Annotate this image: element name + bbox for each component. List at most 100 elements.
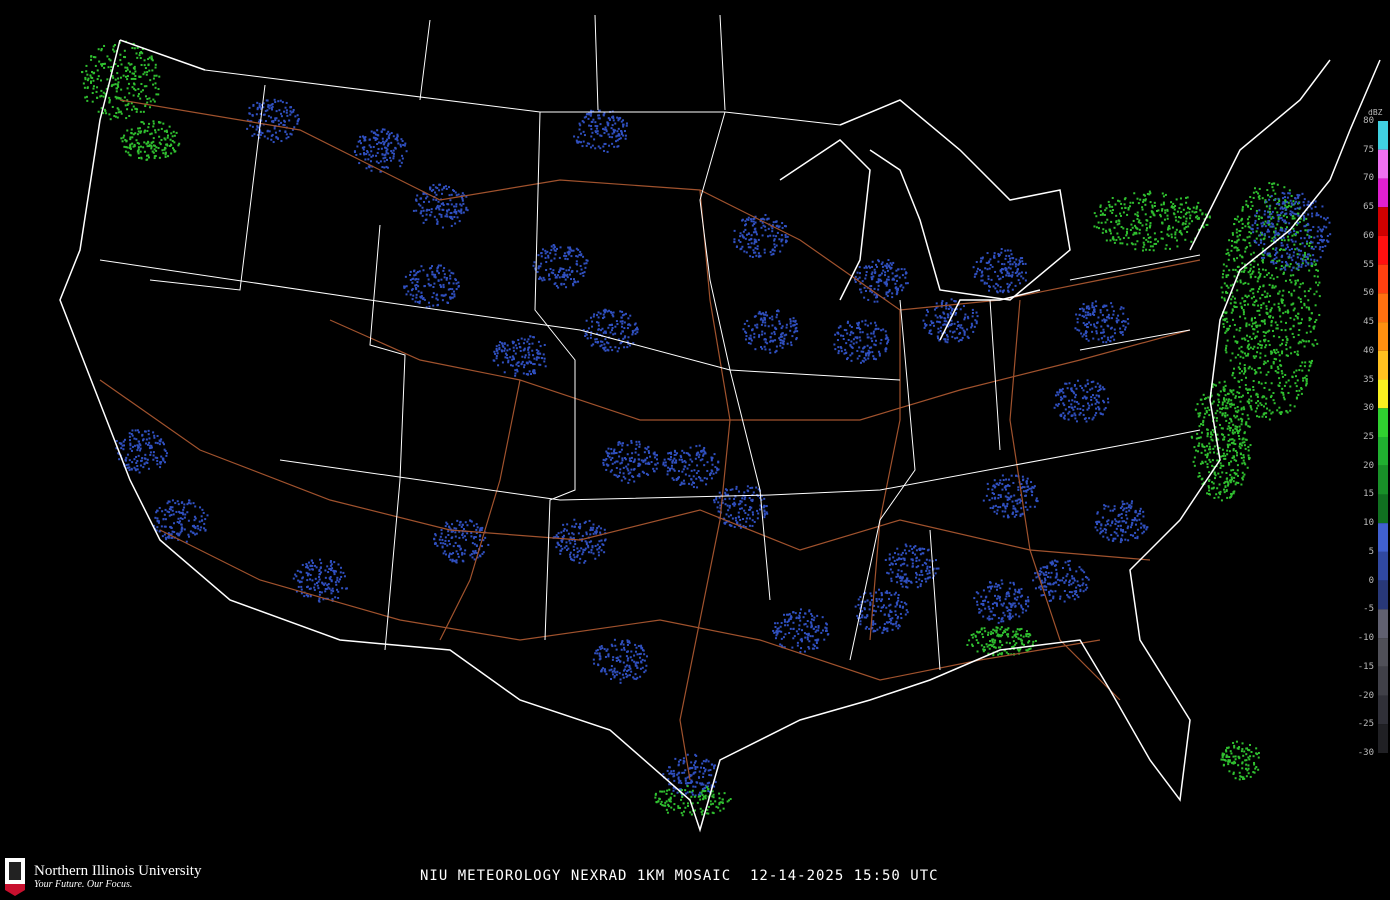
radar-echo bbox=[162, 459, 165, 462]
radar-echo bbox=[1008, 254, 1011, 257]
radar-echo bbox=[353, 150, 356, 153]
radar-echo bbox=[597, 316, 600, 319]
radar-echo bbox=[380, 147, 383, 150]
radar-echo bbox=[549, 252, 552, 255]
radar-echo bbox=[1068, 567, 1071, 570]
radar-echo bbox=[149, 447, 152, 450]
radar-echo bbox=[1013, 602, 1016, 605]
radar-echo bbox=[445, 521, 448, 524]
radar-echo bbox=[383, 166, 386, 169]
radar-echo bbox=[905, 585, 908, 588]
radar-echo bbox=[420, 295, 423, 298]
radar-echo bbox=[432, 285, 435, 288]
radar-echo bbox=[865, 616, 868, 619]
radar-echo bbox=[876, 628, 879, 631]
radar-echo bbox=[256, 125, 259, 128]
radar-echo bbox=[198, 520, 201, 523]
radar-echo bbox=[448, 543, 451, 546]
radar-echo bbox=[703, 446, 706, 449]
radar-echo bbox=[991, 585, 994, 588]
radar-echo bbox=[1006, 270, 1009, 273]
radar-echo bbox=[1255, 324, 1258, 327]
radar-echo bbox=[886, 278, 889, 281]
radar-echo bbox=[626, 641, 629, 644]
radar-echo bbox=[625, 675, 628, 678]
radar-echo bbox=[1220, 296, 1223, 299]
radar-echo bbox=[890, 562, 893, 565]
radar-echo bbox=[574, 281, 577, 284]
radar-echo bbox=[292, 577, 295, 580]
radar-echo bbox=[761, 234, 764, 237]
radar-echo bbox=[330, 592, 333, 595]
radar-echo bbox=[366, 150, 369, 153]
radar-echo bbox=[256, 108, 259, 111]
radar-echo bbox=[578, 128, 581, 131]
radar-echo bbox=[591, 320, 594, 323]
radar-echo bbox=[790, 341, 793, 344]
radar-echo bbox=[1092, 416, 1095, 419]
radar-echo bbox=[1006, 606, 1009, 609]
radar-echo bbox=[949, 330, 952, 333]
radar-echo bbox=[846, 320, 849, 323]
radar-echo bbox=[686, 791, 689, 794]
radar-echo bbox=[334, 570, 337, 573]
radar-echo bbox=[1302, 377, 1305, 380]
radar-echo bbox=[872, 623, 875, 626]
radar-echo bbox=[951, 307, 954, 310]
radar-echo bbox=[756, 245, 759, 248]
radar-echo bbox=[1094, 385, 1097, 388]
radar-echo bbox=[277, 100, 280, 103]
radar-echo bbox=[886, 592, 889, 595]
radar-echo bbox=[1094, 300, 1097, 303]
radar-echo bbox=[668, 772, 671, 775]
radar-echo bbox=[602, 667, 605, 670]
radar-echo bbox=[887, 259, 890, 262]
radar-echo bbox=[880, 606, 883, 609]
radar-echo bbox=[1241, 209, 1244, 212]
radar-echo bbox=[893, 278, 896, 281]
radar-echo bbox=[300, 588, 303, 591]
radar-echo bbox=[955, 312, 958, 315]
radar-echo bbox=[509, 364, 512, 367]
radar-echo bbox=[147, 467, 150, 470]
radar-echo bbox=[694, 794, 697, 797]
radar-echo bbox=[1271, 284, 1274, 287]
radar-echo bbox=[1089, 313, 1092, 316]
radar-echo bbox=[849, 344, 852, 347]
radar-echo bbox=[995, 283, 998, 286]
radar-echo bbox=[1048, 599, 1051, 602]
radar-echo bbox=[578, 561, 581, 564]
radar-echo bbox=[450, 553, 453, 556]
radar-echo bbox=[480, 545, 483, 548]
radar-echo bbox=[592, 552, 595, 555]
radar-echo bbox=[306, 564, 309, 567]
radar-echo bbox=[1262, 405, 1265, 408]
radar-echo bbox=[1308, 244, 1311, 247]
radar-echo bbox=[684, 473, 687, 476]
radar-echo bbox=[1293, 233, 1296, 236]
radar-echo bbox=[736, 521, 739, 524]
radar-echo bbox=[891, 617, 894, 620]
radar-echo bbox=[684, 777, 687, 780]
radar-echo bbox=[754, 215, 757, 218]
radar-echo bbox=[537, 254, 540, 257]
radar-echo bbox=[1280, 391, 1283, 394]
radar-echo bbox=[259, 129, 262, 132]
radar-echo bbox=[884, 264, 887, 267]
radar-echo bbox=[1085, 420, 1088, 423]
radar-echo bbox=[570, 278, 573, 281]
radar-echo bbox=[1091, 418, 1094, 421]
radar-echo bbox=[883, 281, 886, 284]
radar-echo bbox=[764, 324, 767, 327]
radar-echo bbox=[752, 217, 755, 220]
radar-echo bbox=[612, 452, 615, 455]
radar-echo bbox=[638, 652, 641, 655]
radar-echo bbox=[1258, 367, 1261, 370]
radar-echo bbox=[600, 329, 603, 332]
radar-echo bbox=[475, 528, 478, 531]
radar-echo bbox=[826, 633, 829, 636]
radar-echo bbox=[599, 657, 602, 660]
radar-echo bbox=[620, 133, 623, 136]
radar-echo bbox=[744, 496, 747, 499]
radar-echo bbox=[1313, 260, 1316, 263]
